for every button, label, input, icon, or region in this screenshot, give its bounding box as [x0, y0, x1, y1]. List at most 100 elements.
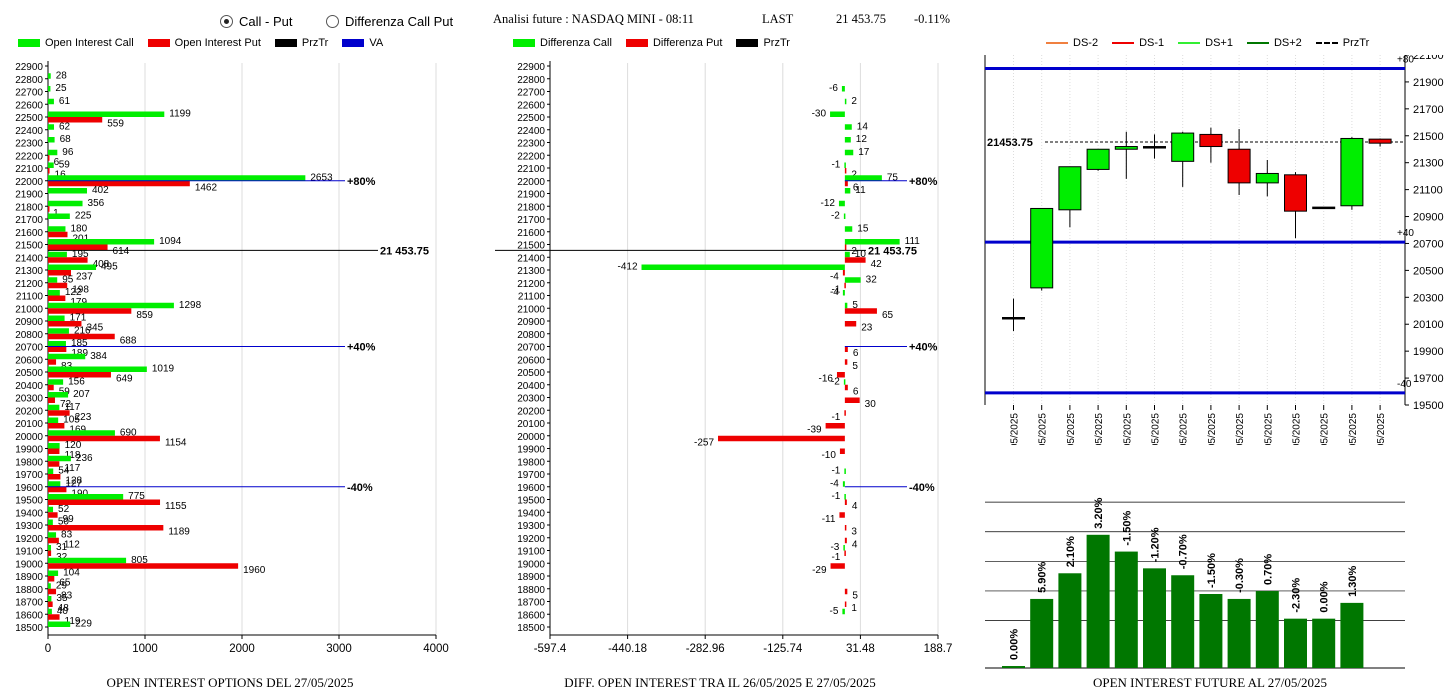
- radio-differenza-indicator[interactable]: [326, 15, 339, 28]
- diff-put-bar: [830, 563, 845, 569]
- put-value-label: 6: [54, 157, 60, 168]
- call-value-label: 495: [101, 262, 118, 273]
- call-bar: [48, 519, 53, 525]
- put-value-label: 72: [60, 399, 72, 410]
- y-tick-label: 21700: [15, 215, 43, 226]
- y-tick-label: 19400: [15, 508, 43, 519]
- level-label: +80%: [347, 176, 376, 188]
- call-value-label: 28: [56, 70, 68, 81]
- oi-bar: [1143, 568, 1166, 668]
- call-bar: [48, 341, 66, 347]
- call-bar: [48, 608, 52, 615]
- put-bar: [48, 601, 53, 607]
- call-bar: [48, 73, 51, 79]
- diff-open-interest-chart: -597.4 -440.18 -282.96 -125.74 31.48 188.7 229…: [495, 61, 952, 655]
- diff-call-bar: [844, 175, 882, 181]
- legend-swatch: [1112, 42, 1135, 44]
- legend-item: Open Interest Call: [18, 37, 134, 49]
- put-value-label: 48: [58, 603, 70, 614]
- call-value-label: 61: [59, 96, 71, 107]
- put-value-label: 649: [116, 374, 133, 385]
- legend-middle: Differenza Call Differenza Put PrzTr: [513, 37, 804, 49]
- diff-call-bar: [844, 226, 853, 232]
- legend-swatch: [1046, 42, 1068, 44]
- diff-call-value-label: 32: [866, 274, 878, 285]
- oi-value-label: 0.70%: [1262, 554, 1274, 585]
- oi-value-label: 3.20%: [1093, 497, 1105, 528]
- call-bar: [48, 188, 87, 194]
- open-interest-options-chart: 0 1000 2000 3000 4000 22900 22800 28 22700 25 2260…: [15, 61, 449, 655]
- diff-put-bar: [844, 601, 847, 607]
- put-value-label: 688: [120, 335, 137, 346]
- legend-swatch: [513, 39, 535, 47]
- call-bar: [48, 545, 52, 551]
- candle-body: [1114, 146, 1138, 150]
- put-value-label: 559: [107, 119, 124, 130]
- put-bar: [48, 295, 66, 301]
- diff-call-bar: [844, 137, 851, 143]
- call-value-label: 185: [71, 338, 88, 349]
- last-value: 21 453.75: [836, 12, 886, 26]
- candle-body: [1058, 166, 1082, 211]
- put-bar: [48, 588, 57, 595]
- put-value-label: 118: [64, 450, 80, 461]
- y-tick-label: 19500: [517, 496, 545, 507]
- diff-call-bar: [843, 213, 846, 219]
- diff-call-value-label: -12: [820, 198, 835, 209]
- y-tick-label: 20500: [15, 368, 43, 379]
- oi-value-label: 1.30%: [1347, 565, 1359, 596]
- diff-put-bar: [844, 499, 847, 505]
- diff-call-bar: [843, 545, 845, 551]
- oi-bar: [1171, 575, 1195, 668]
- oi-value-label: -2.30%: [1291, 578, 1303, 613]
- diff-put-value-label: -1: [831, 552, 840, 563]
- diff-call-bar: [841, 86, 845, 92]
- radio-differenza[interactable]: Differenza Call Put: [326, 14, 453, 29]
- x-tick-label: 23/05/2025: [1292, 413, 1303, 445]
- y-tick-label: 19500: [15, 496, 43, 507]
- radio-call-put-indicator[interactable]: [220, 15, 233, 28]
- diff-call-bar: [844, 162, 846, 168]
- oi-value-label: -0.30%: [1234, 558, 1246, 593]
- y-tick-label: 19200: [517, 534, 545, 545]
- level-label: -40%: [347, 482, 373, 494]
- y-tick-label: 21300: [15, 266, 43, 277]
- call-value-label: 59: [59, 160, 71, 171]
- put-value-label: 201: [72, 233, 89, 244]
- diff-put-bar: [844, 550, 846, 556]
- call-value-label: 52: [58, 504, 70, 515]
- put-value-label: 65: [59, 578, 71, 589]
- legend-item: DS-1: [1112, 37, 1164, 49]
- last-change: -0.11%: [914, 12, 950, 26]
- legend-label: DS-1: [1139, 37, 1165, 49]
- candle-body: [1312, 206, 1336, 210]
- put-value-label: 128: [65, 476, 82, 487]
- radio-call-put[interactable]: Call - Put: [220, 14, 292, 29]
- y-tick-label: 22600: [15, 100, 43, 111]
- legend-item: DS-2: [1046, 37, 1098, 49]
- y-tick-label: 22500: [517, 113, 545, 124]
- call-value-label: 127: [65, 478, 82, 489]
- put-bar: [48, 180, 190, 187]
- call-value-label: 236: [76, 453, 93, 464]
- legend-right: DS-2 DS-1 DS+1 DS+2 PrzTr: [1046, 37, 1383, 49]
- y-tick-label: 19600: [517, 483, 545, 494]
- y-tick-label: 22300: [15, 139, 43, 150]
- diff-put-value-label: -39: [807, 425, 822, 436]
- oi-bar: [1086, 534, 1110, 668]
- call-value-label: 402: [92, 185, 109, 196]
- y-tick-label: 21200: [517, 279, 545, 290]
- y-tick-label: 20800: [517, 330, 545, 341]
- diff-call-bar: [830, 111, 845, 117]
- y-tick-label: 20900: [15, 317, 43, 328]
- put-bar: [48, 257, 88, 263]
- caption-middle: DIFF. OPEN INTEREST TRA IL 26/05/2025 E …: [564, 675, 876, 690]
- legend-left: Open Interest Call Open Interest Put PrzTr…: [18, 37, 397, 49]
- call-value-label: 2653: [310, 172, 333, 183]
- call-bar: [48, 570, 59, 576]
- oi-value-label: 5.90%: [1037, 562, 1049, 593]
- diff-put-value-label: 6: [853, 348, 859, 359]
- put-bar: [48, 614, 60, 620]
- x-tick-label: 31.48: [846, 643, 875, 655]
- x-tick-label: 22/05/2025: [1263, 413, 1274, 445]
